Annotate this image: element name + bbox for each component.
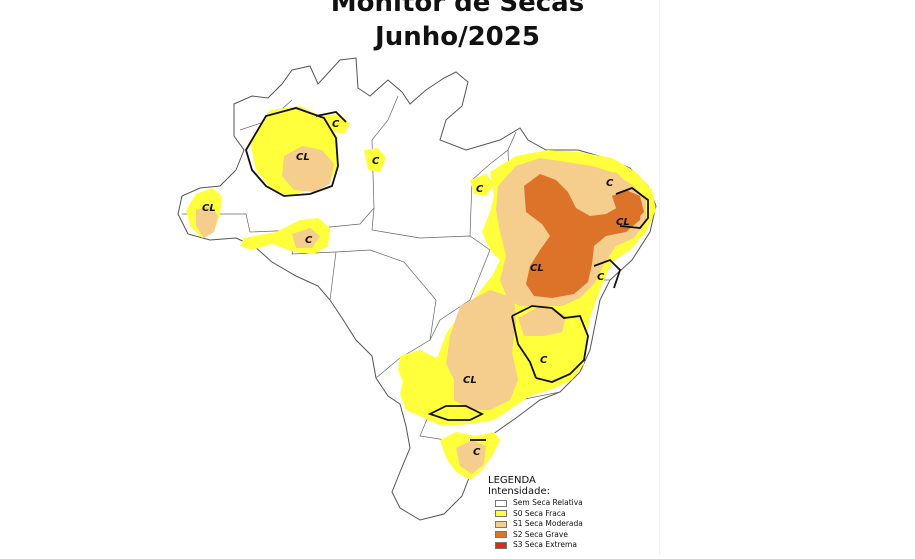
label-c-roraima: C: [332, 119, 340, 130]
label-cl-acre: CL: [202, 203, 216, 214]
label-c-para-east: C: [476, 184, 484, 195]
impact-boundaries: [245, 107, 649, 441]
impact-labels: CL C C CL C C CL C CL C C CL C: [202, 119, 630, 458]
legend-swatch-s3: [495, 541, 507, 549]
legend-swatch-s1: [495, 520, 507, 528]
label-c-ceara: C: [606, 178, 614, 189]
title-line-2: Junho/2025: [375, 22, 540, 52]
title-line-1: Monitor de Secas: [330, 0, 585, 18]
label-c-santa-catarina: C: [473, 447, 481, 458]
label-c-minas: C: [540, 355, 548, 366]
label-cl-bahia: CL: [530, 263, 544, 274]
legend-label: S1 Seca Moderada: [513, 519, 583, 529]
legend-label: Sem Seca Relativa: [513, 498, 583, 508]
label-cl-paraiba: CL: [616, 217, 630, 228]
legend-item: Sem Seca Relativa: [488, 498, 618, 509]
label-c-rondonia: C: [305, 235, 313, 246]
label-c-sergipe: C: [597, 272, 605, 283]
legend: LEGENDA Intensidade: Sem Seca Relativa S…: [488, 475, 618, 551]
legend-swatch-s0: [495, 510, 507, 518]
legend-heading: LEGENDA: [488, 475, 536, 486]
legend-swatch-s2: [495, 531, 507, 539]
legend-swatch-none: [495, 499, 507, 507]
legend-label: S0 Seca Fraca: [513, 508, 566, 518]
legend-item: S3 Seca Extrema: [488, 540, 618, 551]
legend-item: S1 Seca Moderada: [488, 519, 618, 530]
legend-item: S0 Seca Fraca: [488, 509, 618, 520]
page-divider: [659, 0, 660, 555]
legend-label: S3 Seca Extrema: [513, 540, 577, 550]
label-c-para-north: C: [372, 156, 380, 167]
legend-item: S2 Seca Grave: [488, 530, 618, 541]
legend-subheading: Intensidade:: [488, 486, 551, 497]
map-title: Monitor de Secas Junho/2025: [0, 0, 915, 54]
drought-s2: [524, 174, 644, 298]
label-cl-amazonas: CL: [296, 152, 310, 163]
label-cl-goias: CL: [463, 375, 477, 386]
legend-label: S2 Seca Grave: [513, 529, 568, 539]
